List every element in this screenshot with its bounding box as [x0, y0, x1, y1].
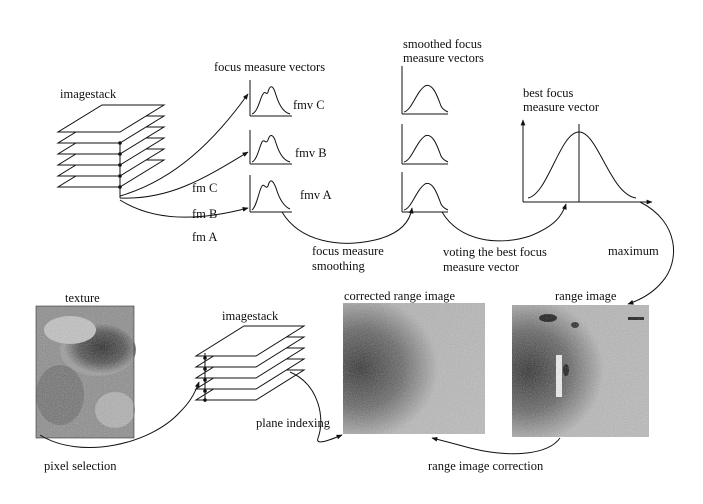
- voting-label-2: measure vector: [443, 260, 520, 274]
- imagestack-top-label: imagestack: [60, 87, 117, 101]
- range-image-label: range image: [555, 289, 617, 303]
- best-focus-label-2: measure vector: [523, 100, 600, 114]
- range-image: [512, 305, 649, 437]
- focus-measure-smoothing-label-1: focus measure: [312, 244, 384, 258]
- texture-label: texture: [65, 291, 100, 305]
- imagestack-bottom-dots: [203, 356, 207, 402]
- fmv-plots: [249, 80, 292, 213]
- plane-indexing-label: plane indexing: [256, 416, 331, 430]
- imagestack-bottom: [194, 325, 306, 402]
- fmv-c-label: fmv C: [293, 98, 325, 112]
- texture-image: [35, 305, 136, 439]
- corrected-range-image-label: corrected range image: [344, 289, 455, 303]
- smoothed-plots: [401, 66, 449, 213]
- imagestack-bottom-label: imagestack: [222, 309, 279, 323]
- smoothed-label-1: smoothed focus: [403, 37, 482, 51]
- smoothing-arrow: [281, 207, 414, 244]
- imagestack-top-dots: [118, 141, 122, 189]
- labels: imagestack focus measure vectors smoothe…: [44, 37, 659, 473]
- focus-measure-vectors-label: focus measure vectors: [214, 60, 325, 74]
- voting-label-1: voting the best focus: [443, 245, 547, 259]
- imagestack-top: [56, 104, 166, 198]
- voting-arrow: [441, 203, 567, 242]
- fmv-a-label: fmv A: [300, 188, 332, 202]
- maximum-arrow: [627, 201, 674, 305]
- fm-b-label: fm B: [192, 207, 217, 221]
- smoothed-label-2: measure vectors: [403, 51, 484, 65]
- corrected-range-image: [343, 303, 485, 434]
- maximum-label: maximum: [608, 244, 659, 258]
- focus-measure-smoothing-label-2: smoothing: [312, 259, 366, 273]
- fm-c-label: fm C: [192, 181, 217, 195]
- pixel-selection-label: pixel selection: [44, 459, 117, 473]
- best-focus-label-1: best focus: [523, 86, 573, 100]
- fm-arrows: [119, 93, 249, 218]
- bottom-arrows: [39, 371, 561, 455]
- range-image-correction-label: range image correction: [428, 459, 544, 473]
- best-focus-plot: [522, 124, 647, 203]
- fm-a-label: fm A: [192, 230, 217, 244]
- fmv-b-label: fmv B: [295, 146, 327, 160]
- best-axis-arrows: [520, 119, 653, 205]
